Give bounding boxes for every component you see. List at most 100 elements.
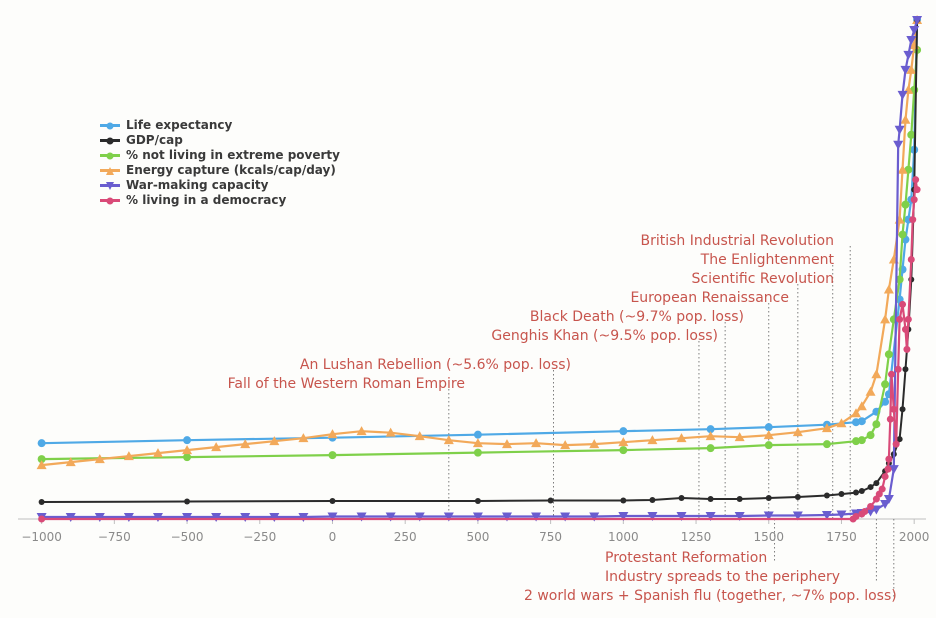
series-marker [548,498,554,504]
annotation-label: British Industrial Revolution [641,233,835,249]
series-marker [620,498,626,504]
series-marker [619,446,627,454]
series-marker [765,441,773,449]
x-tick-label: 0 [329,530,337,544]
series-line-democracy [42,180,918,519]
series-marker [39,499,45,505]
series-marker [882,473,889,480]
series-marker [905,316,912,323]
x-tick-label: 2000 [899,530,930,544]
series-marker [898,91,908,100]
series-marker [885,350,893,358]
series-marker [795,494,801,500]
series-marker [871,369,881,378]
series-marker [881,380,889,388]
series-marker [766,495,772,501]
x-tick-label: 750 [539,530,562,544]
legend-item: % not living in extreme poverty [100,148,340,163]
series-marker [900,115,910,124]
legend-swatch [100,184,120,187]
series-marker [824,493,830,499]
x-tick-label: 250 [394,530,417,544]
series-marker [884,284,894,293]
x-tick-label: 1000 [608,530,639,544]
legend-label: GDP/cap [126,133,183,148]
legend-label: % living in a democracy [126,193,286,208]
series-marker [914,186,921,193]
series-marker [329,498,335,504]
series-marker [899,231,907,239]
legend-label: War-making capacity [126,178,269,193]
series-marker [872,420,880,428]
annotation-label: European Renaissance [630,290,789,306]
series-marker [909,216,916,223]
annotation-label: Protestant Reformation [605,550,767,566]
annotation-label: Black Death (~9.7% pop. loss) [530,309,744,325]
series-marker [858,436,866,444]
annotation-label: Scientific Revolution [692,271,834,287]
series-marker [858,417,866,425]
series-marker [619,427,627,435]
series-marker [902,326,909,333]
series-marker [902,366,908,372]
legend-swatch [100,139,120,142]
series-marker [893,441,900,448]
x-tick-label: −250 [243,530,276,544]
x-tick-label: 1750 [826,530,857,544]
series-marker [861,508,868,515]
series-marker [885,466,892,473]
series-marker [38,439,46,447]
series-marker [649,497,655,503]
series-marker [867,503,874,510]
annotation-label: The Enlightenment [701,252,834,268]
annotation-label: 2 world wars + Spanish flu (together, ~7… [524,588,897,604]
x-tick-label: 1500 [753,530,784,544]
legend-swatch [100,169,120,172]
legend-item: War-making capacity [100,178,340,193]
series-marker [183,436,191,444]
legend: Life expectancyGDP/cap% not living in ex… [100,118,340,208]
series-marker [903,346,910,353]
legend-swatch [100,124,120,127]
series-marker [838,491,844,497]
series-marker [900,406,906,412]
series-marker [859,488,865,494]
series-marker [907,131,915,139]
series-marker [853,490,859,496]
legend-item: GDP/cap [100,133,340,148]
series-marker [184,499,190,505]
series-marker [868,484,874,490]
legend-label: Life expectancy [126,118,232,133]
series-marker [823,440,831,448]
series-marker [765,423,773,431]
legend-label: % not living in extreme poverty [126,148,340,163]
annotation-label: An Lushan Rebellion (~5.6% pop. loss) [300,357,571,373]
series-marker [328,451,336,459]
series-marker [474,449,482,457]
series-marker [890,406,897,413]
x-tick-label: −500 [171,530,204,544]
x-tick-label: 500 [466,530,489,544]
series-marker [879,486,886,493]
hockey-stick-chart [0,0,936,618]
series-marker [708,496,714,502]
legend-swatch [100,154,120,157]
annotation-label: Genghis Khan (~9.5% pop. loss) [491,328,718,344]
series-marker [867,431,875,439]
series-marker [888,371,895,378]
annotation-label: Industry spreads to the periphery [605,569,840,585]
series-marker [737,496,743,502]
legend-item: % living in a democracy [100,193,340,208]
series-marker [912,176,919,183]
series-marker [901,201,909,209]
series-marker [866,387,876,396]
series-marker [911,196,918,203]
legend-item: Energy capture (kcals/cap/day) [100,163,340,178]
x-tick-label: −750 [98,530,131,544]
series-marker [679,495,685,501]
series-line-life_expectancy [42,20,918,443]
series-marker [908,256,915,263]
series-marker [895,126,905,135]
series-marker [707,444,715,452]
annotation-label: Fall of the Western Roman Empire [228,376,465,392]
